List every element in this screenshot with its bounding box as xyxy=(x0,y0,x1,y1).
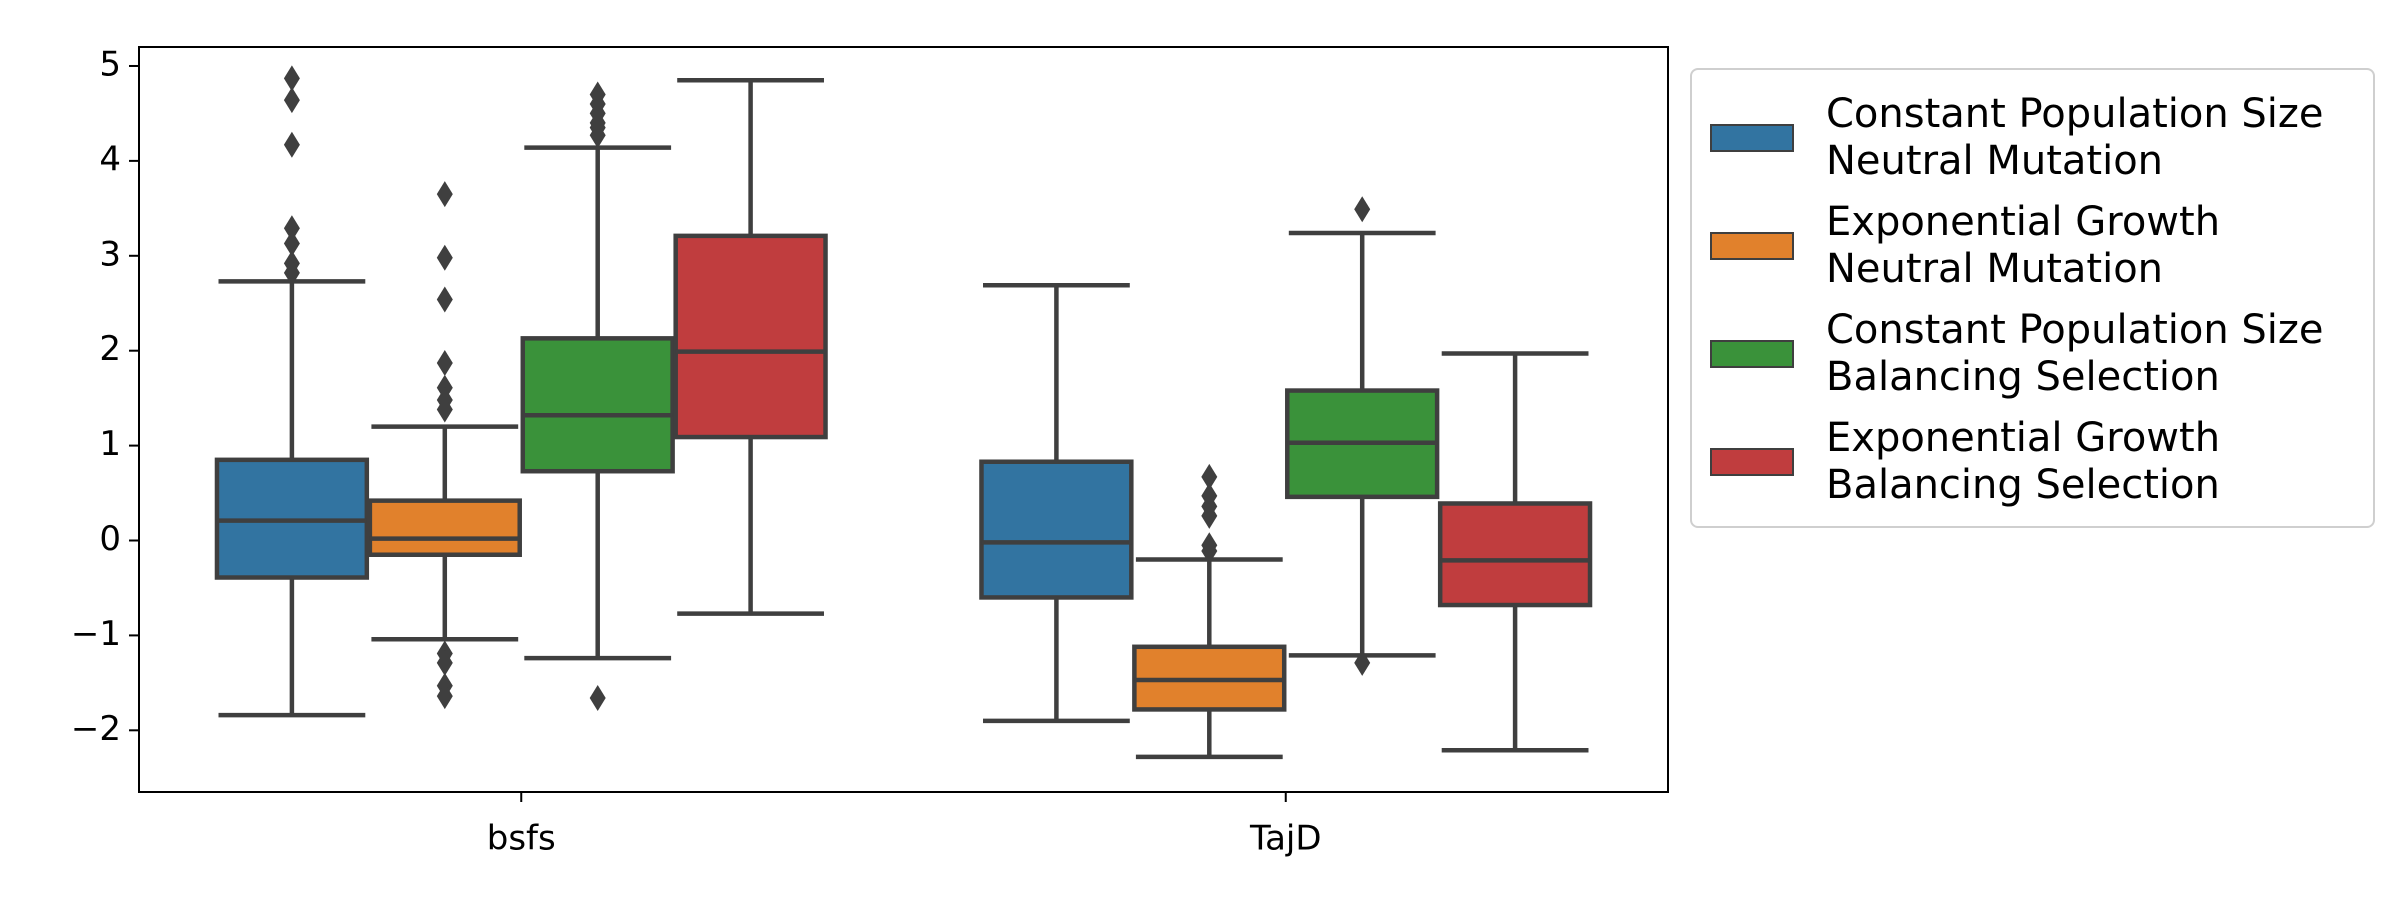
outlier xyxy=(1201,502,1218,529)
y-tick-label: 2 xyxy=(99,329,121,369)
box xyxy=(1437,501,1593,608)
y-tick-label: 0 xyxy=(99,519,121,559)
y-tick-label: 1 xyxy=(99,424,121,464)
outlier xyxy=(589,122,606,149)
y-tick-label: 4 xyxy=(99,139,121,179)
y-tick-label: 3 xyxy=(99,234,121,274)
y-tick-label: −1 xyxy=(71,614,121,654)
legend-entry: Exponential Growth Neutral Mutation xyxy=(1692,192,2373,300)
outlier xyxy=(436,649,453,676)
x-tick-label: bsfs xyxy=(487,819,556,859)
outlier xyxy=(436,683,453,710)
outlier xyxy=(283,259,300,286)
outlier xyxy=(589,685,606,712)
legend-swatch xyxy=(1710,232,1794,260)
box xyxy=(979,459,1134,600)
legend-entry: Constant Population Size Balancing Selec… xyxy=(1692,300,2373,408)
outlier xyxy=(436,350,453,377)
x-tick-label: TajD xyxy=(1249,819,1322,859)
outlier xyxy=(1354,196,1371,223)
outlier xyxy=(436,286,453,313)
outlier xyxy=(1201,537,1218,564)
y-tick-label: −2 xyxy=(71,709,121,749)
legend-label: Exponential Growth Neutral Mutation xyxy=(1826,199,2221,292)
legend-swatch xyxy=(1710,124,1794,152)
legend-swatch xyxy=(1710,340,1794,368)
chart: −2 −1 0 1 2 3 4 5 bsfs TajD xyxy=(71,44,1669,859)
box xyxy=(673,233,828,440)
outlier xyxy=(283,87,300,114)
outlier xyxy=(283,65,300,92)
legend: Constant Population Size Neutral Mutatio… xyxy=(1690,68,2375,528)
outlier xyxy=(1201,463,1218,490)
y-tick-label: 5 xyxy=(99,44,121,84)
outlier xyxy=(436,181,453,208)
outlier xyxy=(436,396,453,423)
outlier xyxy=(283,230,300,257)
legend-swatch xyxy=(1710,448,1794,476)
outlier xyxy=(283,215,300,242)
legend-label: Constant Population Size Neutral Mutatio… xyxy=(1826,91,2324,184)
legend-entry: Constant Population Size Neutral Mutatio… xyxy=(1692,84,2373,192)
legend-label: Constant Population Size Balancing Selec… xyxy=(1826,307,2324,400)
plot-frame xyxy=(138,46,1669,793)
box xyxy=(520,336,675,474)
outlier xyxy=(1354,649,1371,676)
outlier xyxy=(436,244,453,271)
box xyxy=(367,498,522,557)
outlier xyxy=(283,131,300,158)
legend-label: Exponential Growth Balancing Selection xyxy=(1826,415,2221,508)
legend-entry: Exponential Growth Balancing Selection xyxy=(1692,408,2373,516)
